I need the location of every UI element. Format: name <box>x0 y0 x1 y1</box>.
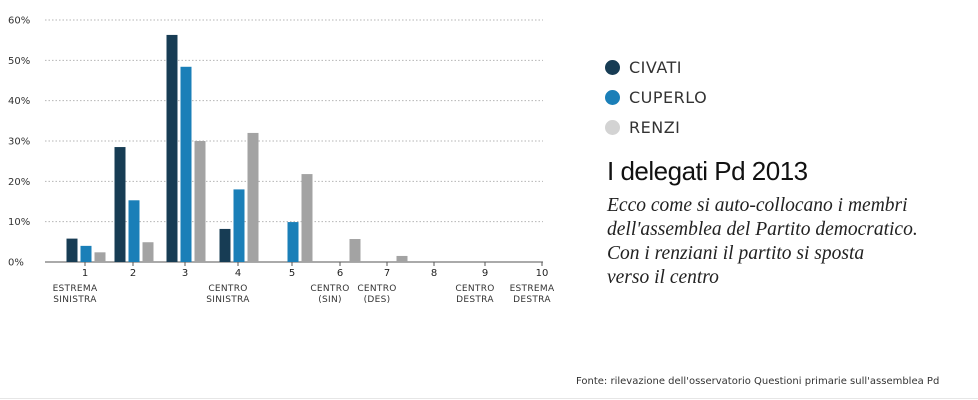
y-tick-label: 30% <box>8 137 30 148</box>
bar-renzi <box>301 174 313 262</box>
bar-cuperlo <box>233 189 245 262</box>
legend-swatch-civati <box>605 59 620 75</box>
x-tick-label: 10 <box>536 268 549 279</box>
legend-swatch-cuperlo <box>605 89 620 105</box>
bar-renzi <box>396 255 408 262</box>
source-note: Fonte: rilevazione dell'osservatorio Que… <box>576 376 940 387</box>
bar-cuperlo <box>287 222 299 262</box>
x-category-sublabel: DESTRA <box>456 295 494 305</box>
legend-label-civati: CIVATI <box>629 57 683 77</box>
bar-civati <box>219 228 231 262</box>
y-tick-label: 10% <box>8 217 30 228</box>
x-category-sublabel: ESTREMA <box>53 284 98 294</box>
legend-label-cuperlo: CUPERLO <box>629 87 708 107</box>
x-category-sublabel: CENTRO <box>208 284 247 294</box>
x-tick-label: 2 <box>130 268 136 279</box>
bar-renzi <box>94 252 106 262</box>
legend: CIVATI CUPERLO RENZI <box>605 52 707 142</box>
x-category-sublabel: SINISTRA <box>206 295 250 305</box>
subtitle-line: Ecco come si auto-collocano i membri <box>607 195 908 216</box>
x-category-sublabel: DESTRA <box>513 295 551 305</box>
bar-cuperlo <box>128 200 140 262</box>
bar-civati <box>66 238 78 262</box>
chart-title: I delegati Pd 2013 <box>607 156 808 186</box>
subtitle-line: verso il centro <box>607 267 719 288</box>
bar-cuperlo <box>80 245 92 262</box>
x-tick-label: 3 <box>182 268 188 279</box>
y-tick-label: 0% <box>8 258 24 269</box>
legend-item-civati: CIVATI <box>605 52 707 82</box>
y-tick-label: 40% <box>8 96 30 107</box>
x-tick-label: 6 <box>337 268 343 279</box>
legend-swatch-renzi <box>605 119 620 135</box>
bar-renzi <box>349 239 361 262</box>
bar-civati <box>114 147 126 262</box>
bar-renzi <box>194 141 206 262</box>
y-tick-label: 60% <box>8 16 30 27</box>
bar-renzi <box>142 242 154 262</box>
chart-subtitle: Ecco come si auto-collocano i membri del… <box>607 194 972 290</box>
x-tick-label: 5 <box>289 268 295 279</box>
x-tick-label: 8 <box>431 268 437 279</box>
x-category-sublabel: CENTRO <box>310 284 349 294</box>
x-category-sublabel: (DES) <box>364 295 391 305</box>
x-category-sublabel: (SIN) <box>318 295 342 305</box>
x-tick-label: 1 <box>82 268 88 279</box>
bar-renzi <box>247 132 259 262</box>
x-tick-label: 4 <box>235 268 241 279</box>
x-category-sublabel: ESTREMA <box>510 284 555 294</box>
bottom-divider <box>0 398 978 399</box>
legend-label-renzi: RENZI <box>629 117 681 137</box>
x-category-sublabel: CENTRO <box>357 284 396 294</box>
bar-cuperlo <box>180 66 192 262</box>
bar-civati <box>166 34 178 262</box>
x-category-sublabel: SINISTRA <box>53 295 97 305</box>
x-category-sublabel: CENTRO <box>455 284 494 294</box>
subtitle-line: dell'assemblea del Partito democratico. <box>607 219 918 240</box>
y-tick-label: 50% <box>8 56 30 67</box>
legend-item-cuperlo: CUPERLO <box>605 82 707 112</box>
subtitle-line: Con i renziani il partito si sposta <box>607 243 865 264</box>
y-tick-label: 20% <box>8 177 30 188</box>
x-tick-label: 9 <box>482 268 488 279</box>
legend-item-renzi: RENZI <box>605 112 707 142</box>
x-tick-label: 7 <box>384 268 390 279</box>
